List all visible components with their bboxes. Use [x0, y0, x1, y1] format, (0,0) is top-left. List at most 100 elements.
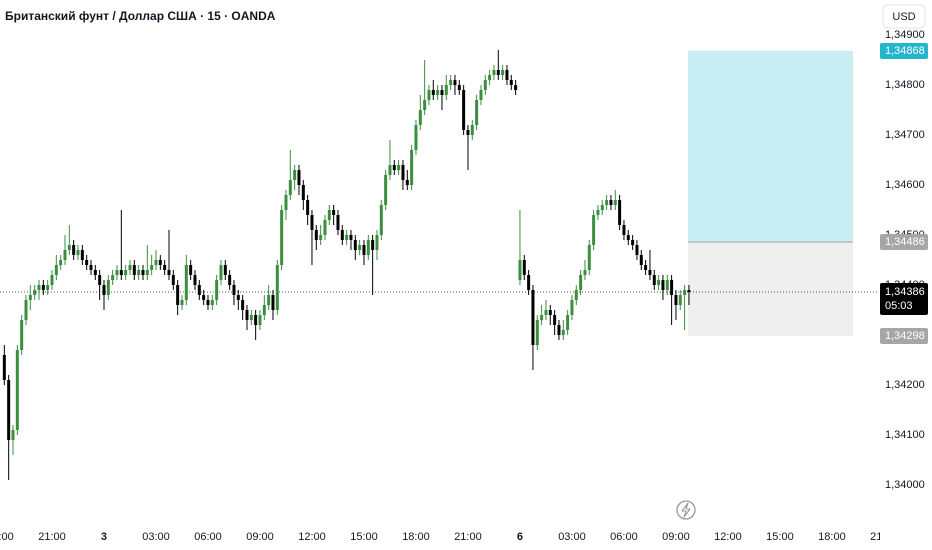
candle-body	[249, 315, 253, 320]
x-tick-label: 09:00	[246, 531, 274, 543]
candle-body	[132, 265, 136, 275]
x-tick-label: 12:00	[298, 531, 326, 543]
candle-body	[332, 210, 336, 215]
candle-body	[67, 245, 71, 250]
candle-body	[665, 280, 669, 290]
candle-body	[557, 325, 561, 335]
candle-body	[388, 165, 392, 175]
stop-zone	[688, 242, 853, 336]
candle-body	[410, 150, 414, 185]
candle-body	[579, 275, 583, 290]
candle-body	[271, 295, 275, 310]
candle-body	[405, 180, 409, 185]
candle-body	[488, 75, 492, 80]
candle-body	[353, 240, 357, 250]
x-tick-label: 03:00	[142, 531, 170, 543]
x-tick-label: 3	[101, 531, 107, 543]
candle-body	[236, 295, 240, 300]
countdown-label: 05:03	[885, 300, 913, 312]
candle-body	[626, 235, 630, 240]
candle-body	[171, 275, 175, 285]
candle-body	[323, 220, 327, 235]
candle-body	[301, 185, 305, 200]
candle-body	[46, 285, 50, 290]
x-tick-label: 21:00	[38, 531, 66, 543]
x-tick-label: 21:00	[870, 531, 898, 543]
candle-body	[362, 245, 366, 255]
candle-body	[466, 130, 470, 135]
plot	[0, 50, 877, 480]
candle-body	[150, 265, 154, 270]
candle-body	[20, 320, 24, 350]
candle-body	[102, 285, 106, 295]
candle-body	[548, 310, 552, 315]
candle-body	[470, 125, 474, 135]
candle-body	[657, 280, 661, 285]
candle-body	[583, 270, 587, 275]
candle-body	[527, 275, 531, 290]
x-tick-label: 18:00	[818, 531, 846, 543]
candle-body	[54, 265, 58, 275]
candle-body	[37, 285, 41, 290]
alert-icon[interactable]	[676, 500, 696, 520]
target-zone	[688, 51, 853, 242]
candle-body	[427, 90, 431, 100]
candle-body	[258, 315, 262, 325]
candle-body	[180, 300, 184, 305]
candle-body	[652, 275, 656, 285]
candle-body	[661, 280, 665, 290]
candle-body	[59, 260, 63, 265]
candle-body	[678, 295, 682, 305]
candle-body	[93, 270, 97, 275]
candle-body	[366, 240, 370, 255]
candle-body	[392, 165, 396, 170]
candle-body	[609, 200, 613, 205]
candle-body	[124, 270, 128, 275]
candle-body	[509, 80, 513, 85]
candle-body	[535, 320, 539, 345]
candle-body	[128, 265, 132, 270]
candle-body	[453, 80, 457, 85]
chart-title: Британский фунт / Доллар США · 15 · OAND…	[5, 9, 276, 23]
candle-body	[327, 210, 331, 220]
candle-body	[336, 215, 340, 230]
candle-body	[644, 265, 648, 270]
candle-body	[167, 270, 171, 275]
y-tick-label: 1,34800	[885, 79, 925, 91]
candle-body	[176, 285, 180, 305]
candle-body	[210, 300, 214, 305]
candle-body	[687, 290, 691, 292]
currency-button[interactable]	[882, 4, 926, 29]
candle-body	[241, 300, 245, 310]
candle-body	[228, 275, 232, 285]
candle-body	[319, 235, 323, 240]
stop-tag	[880, 328, 928, 344]
y-tick-label: 1,34100	[885, 429, 925, 441]
target-label: 1,34868	[885, 45, 925, 57]
candle-body	[72, 245, 76, 255]
currency-label[interactable]: USD	[892, 11, 915, 23]
candle-body	[154, 260, 158, 265]
candle-body	[379, 205, 383, 235]
candle-body	[219, 265, 223, 280]
candle-body	[522, 260, 526, 275]
candle-body	[553, 315, 557, 325]
candle-body	[7, 380, 11, 440]
candle-body	[600, 205, 604, 210]
candle-body	[618, 200, 622, 225]
candle-body	[345, 235, 349, 240]
y-tick-label: 1,34700	[885, 129, 925, 141]
candle-body	[223, 265, 227, 275]
candle-body	[284, 195, 288, 210]
x-tick-label: 06:00	[610, 531, 638, 543]
candle-body	[145, 270, 149, 275]
x-tick-label: 06:00	[194, 531, 222, 543]
entry-tag	[880, 234, 928, 250]
stop-label: 1,34298	[885, 330, 925, 342]
candle-body	[158, 260, 162, 265]
candle-body	[431, 90, 435, 95]
candle-body	[197, 285, 201, 295]
candle-body	[254, 315, 258, 325]
candle-body	[245, 310, 249, 320]
